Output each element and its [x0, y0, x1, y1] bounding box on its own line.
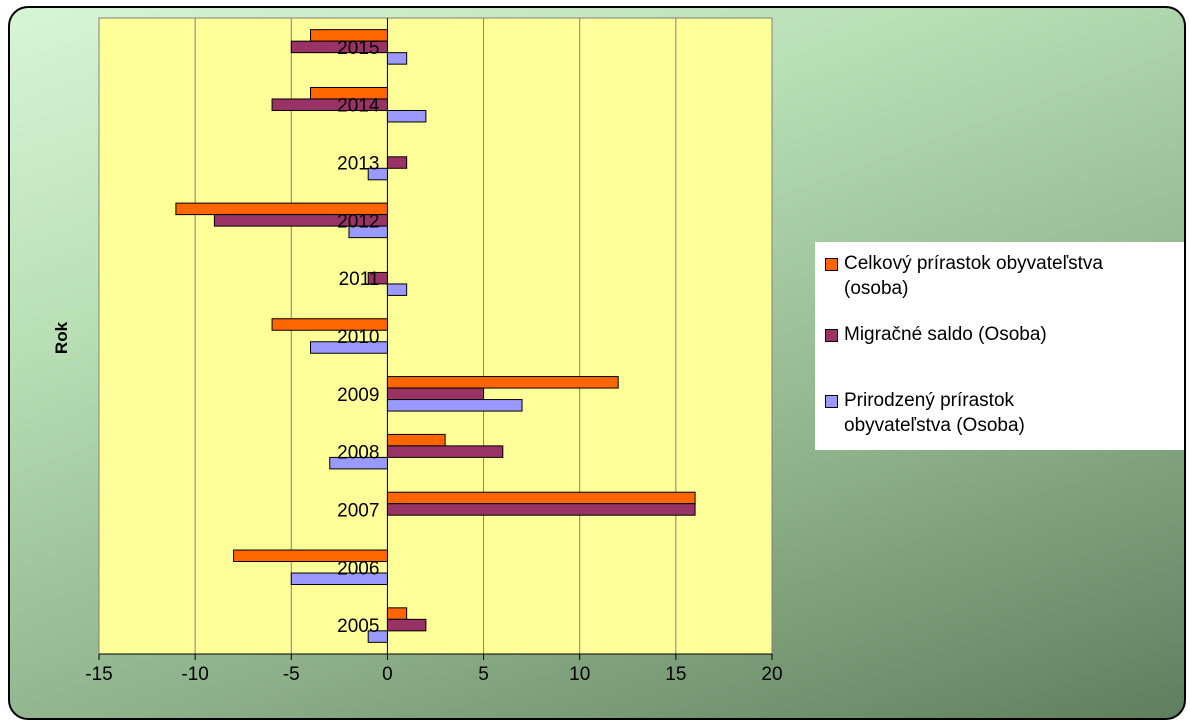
bar-2009-series2 [386, 387, 485, 401]
bar-2013-series2 [386, 156, 408, 169]
bar-2012-series3 [348, 225, 388, 239]
bar-2008-series3 [329, 456, 388, 470]
category-label: 2015 [337, 38, 379, 59]
category-label: 2008 [337, 443, 379, 464]
legend: Celkový prírastok obyvateľstva (osoba) M… [815, 242, 1184, 450]
bars-group [175, 29, 696, 643]
x-tick-label: -5 [283, 664, 300, 685]
bar-2008-series2 [386, 445, 504, 458]
y-axis-title: Rok [52, 321, 71, 354]
category-labels: 2005 2006 2007 2008 2009 2010 2011 2012 2013 2014… [337, 38, 380, 637]
bar-2011-series2 [367, 271, 388, 285]
bar-2012-series2 [213, 214, 388, 227]
bar-chart: 2005200620072008200920102011201220132014… [52, 17, 783, 685]
category-label: 2009 [337, 385, 379, 406]
bar-2005-series3 [367, 630, 388, 643]
category-label: 2010 [337, 327, 379, 348]
x-tick-label: 5 [478, 664, 489, 685]
bar-2014-series2 [271, 98, 388, 111]
bar-2009-series3 [386, 399, 523, 412]
bar-2006-series1 [233, 549, 388, 563]
bar-2015-series2 [290, 40, 388, 54]
x-ticks: -15 -10 -5 0 5 10 15 20 [85, 654, 783, 685]
bar-2010-series1 [271, 318, 388, 331]
legend-item-migracne: Migračné saldo (Osoba) [825, 322, 1184, 347]
legend-swatch-orange [825, 258, 838, 271]
gridlines [194, 18, 773, 654]
bar-2013-series3 [367, 167, 388, 181]
bar-2008-series1 [386, 433, 446, 447]
legend-swatch-purple [825, 329, 838, 342]
bar-2006-series3 [290, 572, 388, 586]
category-label: 2012 [337, 211, 379, 232]
x-tick-label: 10 [569, 664, 590, 685]
legend-label: Celkový prírastok obyvateľstva (osoba) [844, 253, 1103, 299]
bar-2015-series3 [386, 52, 408, 65]
x-tick-label: 15 [665, 664, 686, 685]
legend-label: Prirodzený prírastok obyvateľstva (Osoba… [844, 390, 1025, 436]
bar-2005-series1 [386, 607, 408, 620]
bar-2010-series3 [310, 341, 388, 354]
x-tick-label: 0 [382, 664, 393, 685]
category-label: 2006 [337, 558, 379, 579]
legend-item-celkovy: Celkový prírastok obyvateľstva (osoba) [825, 251, 1184, 301]
category-label: 2007 [337, 500, 379, 521]
category-label: 2011 [339, 269, 380, 290]
bar-2005-series2 [386, 618, 427, 632]
bar-2007-series1 [386, 491, 696, 505]
bar-2014-series3 [386, 109, 427, 123]
legend-swatch-blue [825, 395, 838, 408]
chart-frame: 2005 2006 2007 2008 2009 2010 2011 2012 2013 2014… [8, 6, 1186, 720]
category-label: 2014 [337, 96, 380, 117]
bar-2009-series1 [386, 376, 619, 389]
x-tick-label: 20 [761, 664, 782, 685]
legend-label: Migračné saldo (Osoba) [844, 324, 1047, 345]
bar-2007-series2 [386, 503, 696, 516]
plot-area [98, 17, 773, 655]
category-label: 2013 [337, 154, 379, 175]
category-label: 2005 [337, 616, 379, 637]
x-tick-label: -15 [85, 664, 112, 685]
x-tick-label: -10 [181, 664, 208, 685]
legend-item-prirodzeny: Prirodzený prírastok obyvateľstva (Osoba… [825, 388, 1184, 438]
bar-2011-series3 [386, 283, 408, 296]
